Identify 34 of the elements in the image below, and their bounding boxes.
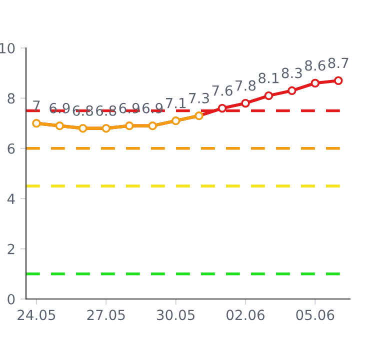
- data-label: 8.3: [282, 68, 302, 78]
- data-label: 6.9: [142, 102, 163, 114]
- data-label: 7.1: [166, 98, 186, 108]
- y-tick-label: 4: [7, 194, 15, 204]
- point: [334, 76, 343, 86]
- point: [55, 121, 64, 130]
- data-label: 7.8: [236, 80, 256, 91]
- y-tick-label: 8: [8, 93, 15, 104]
- point: [264, 91, 274, 100]
- x-tick-label: 02.06: [226, 310, 264, 320]
- data-label: 8.1: [258, 72, 278, 84]
- point: [171, 116, 180, 126]
- point: [102, 124, 111, 133]
- data-label: 7.3: [189, 92, 209, 104]
- y-tick-label: 0: [8, 294, 15, 304]
- x-tick-label: 24.05: [18, 310, 56, 320]
- point: [310, 78, 320, 88]
- x-tick-label: 30.05: [156, 310, 194, 320]
- data-label: 8.6: [305, 60, 326, 71]
- y-tick-label: 2: [8, 244, 14, 254]
- data-label: 7.6: [212, 85, 232, 96]
- point: [194, 111, 204, 120]
- point: [288, 86, 296, 96]
- point: [148, 121, 157, 130]
- point: [241, 98, 250, 108]
- point: [218, 104, 227, 113]
- data-label: 7: [33, 100, 40, 111]
- y-tick-label: 6: [8, 143, 15, 154]
- point: [32, 118, 41, 128]
- data-label: 8.7: [328, 58, 348, 68]
- x-tick-label: 05.06: [296, 310, 334, 320]
- x-tick-label: 27.05: [87, 310, 125, 320]
- point: [78, 124, 88, 133]
- point: [124, 121, 134, 130]
